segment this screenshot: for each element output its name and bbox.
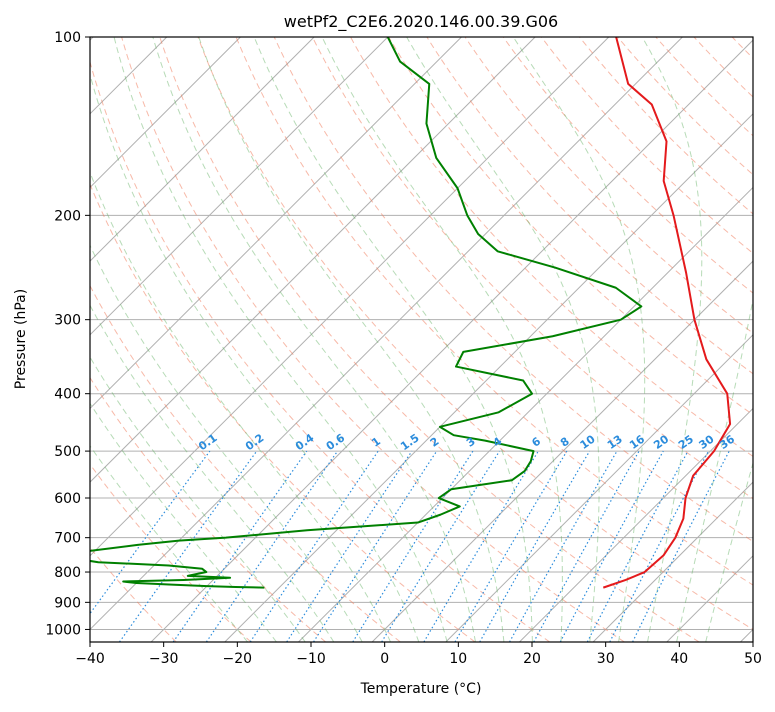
moist-adiabat bbox=[90, 171, 391, 642]
moist-adiabat bbox=[90, 304, 335, 642]
y-tick-label: 400 bbox=[54, 387, 81, 403]
dry-adiabat bbox=[197, 37, 753, 631]
moist-adiabat bbox=[113, 37, 448, 642]
moist-adiabat bbox=[90, 356, 306, 642]
dry-adiabat bbox=[159, 37, 700, 642]
y-tick-label: 200 bbox=[54, 208, 81, 224]
isotherm-line bbox=[371, 260, 753, 642]
x-tick-label: −30 bbox=[149, 651, 179, 667]
isotherm-line bbox=[90, 37, 315, 262]
moist-adiabat bbox=[321, 37, 563, 642]
x-tick-label: 20 bbox=[523, 651, 541, 667]
x-tick-label: 40 bbox=[670, 651, 688, 667]
x-tick-label: 50 bbox=[744, 651, 762, 667]
dry-adiabat bbox=[90, 182, 476, 642]
y-tick-label: 500 bbox=[54, 444, 81, 460]
moist-adiabat bbox=[198, 37, 505, 642]
y-tick-label: 100 bbox=[54, 30, 81, 46]
dry-adiabat bbox=[311, 37, 753, 500]
moist-adiabat bbox=[512, 37, 646, 642]
isotherm-line bbox=[519, 407, 753, 642]
dry-adiabat bbox=[90, 463, 252, 642]
isotherm-line bbox=[592, 481, 753, 642]
mixing-ratio-line bbox=[313, 450, 438, 642]
mixing-ratio-line bbox=[509, 450, 618, 642]
mixing-ratio-line bbox=[381, 450, 500, 642]
isotherm-line bbox=[90, 37, 536, 483]
isotherm-line bbox=[150, 39, 753, 642]
moist-adiabat bbox=[705, 461, 753, 642]
moist-adiabat bbox=[90, 244, 363, 642]
dry-adiabat bbox=[121, 37, 625, 642]
dry-adiabat bbox=[388, 37, 753, 416]
y-tick-label: 600 bbox=[54, 491, 81, 507]
dewpoint-profile bbox=[90, 37, 643, 589]
dry-adiabat bbox=[426, 37, 753, 375]
y-tick-label: 700 bbox=[54, 531, 81, 547]
moist-adiabat bbox=[152, 37, 476, 642]
dry-adiabat bbox=[502, 37, 753, 294]
y-tick-label: 800 bbox=[54, 565, 81, 581]
chart-title: wetPf2_C2E6.2020.146.00.39.G06 bbox=[284, 12, 558, 32]
dry-adiabat bbox=[540, 37, 753, 254]
mixing-ratio-line bbox=[119, 450, 258, 642]
isotherm-line bbox=[90, 37, 389, 336]
moist-adiabat bbox=[641, 37, 703, 642]
x-axis-label: Temperature (°C) bbox=[360, 681, 482, 697]
x-tick-label: 10 bbox=[449, 651, 467, 667]
x-tick-label: −40 bbox=[75, 651, 105, 667]
mixing-ratio-line bbox=[286, 450, 413, 642]
temperature-profile bbox=[602, 37, 732, 589]
isotherm-line bbox=[90, 37, 241, 189]
moist-adiabat bbox=[90, 402, 277, 642]
moist-adiabat bbox=[90, 72, 420, 642]
x-tick-label: −20 bbox=[223, 651, 253, 667]
y-axis-label: Pressure (hPa) bbox=[13, 289, 29, 389]
mixing-ratio-line bbox=[533, 450, 640, 642]
dry-adiabat bbox=[90, 284, 401, 642]
moist-adiabat bbox=[253, 37, 533, 642]
isotherm-line bbox=[445, 334, 753, 642]
mixing-ratio-line bbox=[559, 450, 664, 642]
isotherm-line bbox=[90, 37, 462, 410]
dry-adiabat bbox=[273, 37, 753, 543]
isotherm-line bbox=[90, 37, 610, 557]
x-tick-label: 30 bbox=[597, 651, 615, 667]
mixing-ratio-line bbox=[249, 450, 379, 642]
mixing-ratio-line bbox=[632, 450, 730, 642]
moist-adiabat bbox=[676, 296, 753, 642]
isotherm-line bbox=[224, 113, 753, 642]
plot-frame bbox=[89, 36, 754, 643]
y-tick-label: 300 bbox=[54, 313, 81, 329]
moist-adiabat bbox=[406, 37, 600, 642]
y-tick-label: 900 bbox=[54, 595, 81, 611]
mixing-ratio-line bbox=[172, 450, 308, 642]
x-tick-label: 0 bbox=[380, 651, 389, 667]
x-tick-label: −10 bbox=[296, 651, 326, 667]
dry-adiabat bbox=[90, 60, 551, 642]
dry-adiabat bbox=[350, 37, 753, 457]
mixing-ratio-line bbox=[205, 450, 339, 642]
y-tick-label: 1000 bbox=[45, 622, 81, 638]
moist-adiabat bbox=[90, 444, 249, 642]
dry-adiabat bbox=[235, 37, 753, 586]
